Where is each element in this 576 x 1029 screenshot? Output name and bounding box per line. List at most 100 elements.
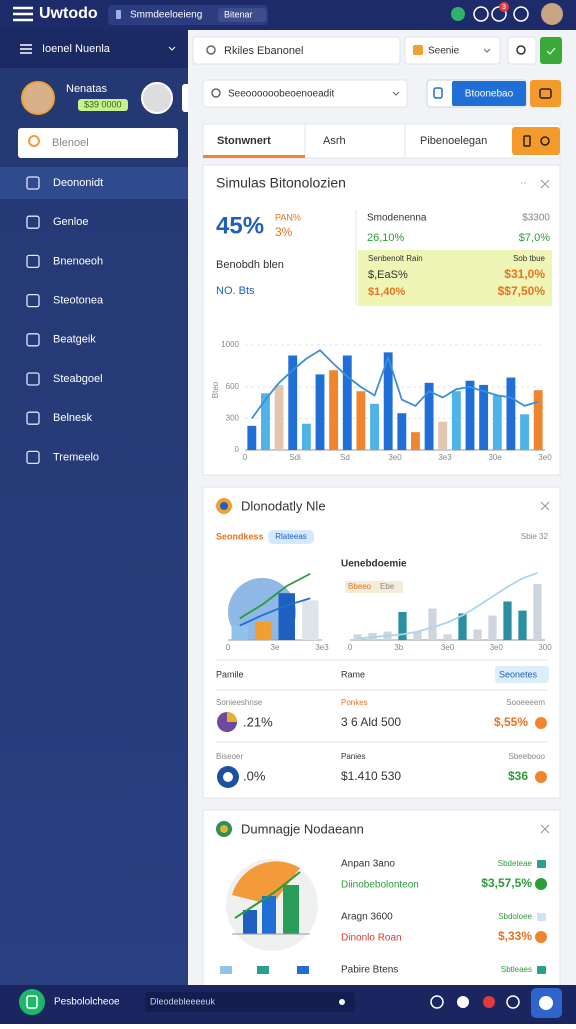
menu-icon: [26, 293, 40, 308]
menu-item[interactable]: Beatgeik: [53, 334, 96, 346]
row-label: Anpan 3ano: [341, 859, 395, 870]
close-icon[interactable]: [540, 501, 550, 511]
bar: [413, 631, 422, 640]
column-header: Pamile: [216, 669, 244, 679]
bar: [443, 634, 452, 640]
highlight-text: Sob tbue: [513, 254, 546, 263]
search-input[interactable]: [192, 36, 401, 65]
menu-item[interactable]: Belnesk: [53, 412, 93, 424]
logo[interactable]: Uwtodo: [39, 5, 98, 22]
tag-icon: [537, 860, 546, 868]
menu-item[interactable]: Tremeelo: [53, 451, 99, 463]
sidebar-search[interactable]: [18, 128, 178, 158]
status-dot[interactable]: [535, 878, 547, 890]
menu-item[interactable]: Bnenoeoh: [53, 255, 103, 267]
menu-item[interactable]: Steabgoel: [53, 373, 103, 385]
menu-icon: [26, 215, 40, 229]
chevron: [392, 91, 400, 96]
close-icon[interactable]: [540, 179, 550, 189]
bar: [506, 377, 516, 450]
x-tick-label: 3e3: [438, 453, 452, 462]
icon[interactable]: [19, 989, 45, 1015]
bar: [520, 414, 529, 450]
row-tag: Sbdeteae: [498, 859, 533, 868]
card: [202, 486, 561, 799]
avatar[interactable]: [21, 81, 55, 115]
avatar[interactable]: [541, 3, 563, 25]
bar: [247, 425, 257, 450]
pill[interactable]: [495, 666, 549, 683]
icon[interactable]: [430, 995, 444, 1009]
row-value: $3,57,5%: [481, 876, 532, 890]
icon[interactable]: [433, 87, 443, 99]
tab-action[interactable]: [512, 127, 560, 155]
tab[interactable]: Asrh: [323, 135, 346, 147]
x-tick-label: 30e: [488, 453, 502, 462]
menu-icon: [26, 176, 40, 190]
illustration: [220, 859, 318, 974]
menu-icon[interactable]: [13, 6, 33, 22]
y-axis-label: Bteo: [211, 381, 220, 398]
x-tick-label: 0: [348, 643, 353, 652]
filter-input[interactable]: [202, 79, 408, 108]
confirm-button[interactable]: [540, 37, 562, 64]
bottombar-input[interactable]: [145, 992, 355, 1012]
status-dot[interactable]: [535, 717, 547, 729]
close-icon[interactable]: [540, 824, 550, 834]
chevron: [483, 48, 491, 53]
menu-item[interactable]: Steotonea: [53, 295, 104, 307]
dropdown-text: Seenie: [428, 46, 460, 57]
dropdown[interactable]: [404, 36, 501, 65]
more[interactable]: ··: [520, 178, 527, 189]
menu-item[interactable]: Genloe: [53, 216, 88, 228]
profile-name: Nenatas: [66, 83, 107, 95]
avatar[interactable]: [141, 82, 173, 114]
tab[interactable]: Stonwnert: [217, 135, 271, 147]
sidebar-title: Ioenel Nuenla: [42, 43, 111, 55]
pill-text: Bbeeo: [348, 582, 372, 591]
status-dot[interactable]: [535, 931, 547, 943]
bar: [383, 352, 393, 450]
icon: [116, 10, 121, 19]
icon: [339, 999, 345, 1005]
tab[interactable]: Pibenoelegan: [420, 135, 487, 147]
icon[interactable]: [506, 995, 520, 1009]
icon: [227, 712, 237, 722]
icon: [523, 135, 531, 147]
icon[interactable]: [513, 6, 529, 22]
row-value: $,33%: [498, 929, 532, 943]
badge-text: Bitenar: [224, 9, 253, 19]
pill: [268, 530, 314, 544]
menu-icon: [26, 254, 40, 269]
card-title: Dumnagje Nodaeann: [241, 821, 364, 836]
icon[interactable]: [473, 6, 489, 22]
row-value: $1.410 530: [341, 769, 401, 783]
bar: [492, 395, 502, 450]
row-value: 3 6 Ald 500: [341, 715, 401, 729]
active-menu-item: [0, 167, 188, 199]
icon[interactable]: [451, 7, 465, 21]
primary-button[interactable]: [452, 81, 526, 106]
tag-icon: [537, 913, 546, 921]
badge[interactable]: [218, 8, 266, 22]
bar: [356, 391, 366, 450]
icon: [28, 135, 40, 147]
stat-note: 3%: [275, 225, 293, 239]
highlight-text: $$7,50%: [498, 284, 546, 298]
bar: [533, 584, 542, 640]
menu-item[interactable]: Deononidt: [53, 177, 103, 189]
search-button[interactable]: [507, 36, 537, 65]
chevron[interactable]: [168, 46, 176, 51]
bar: [518, 610, 527, 640]
action-button[interactable]: [530, 80, 561, 107]
bar: [473, 629, 482, 640]
x-tick-label: 0: [243, 453, 248, 462]
summary-value: $3300: [522, 213, 550, 224]
icon[interactable]: [483, 996, 495, 1008]
row-tag: Sbeebooo: [509, 752, 546, 761]
icon[interactable]: [457, 996, 469, 1008]
status-dot[interactable]: [535, 771, 547, 783]
y-tick-label: 300: [226, 414, 240, 423]
stat-value: 45%: [216, 212, 264, 239]
